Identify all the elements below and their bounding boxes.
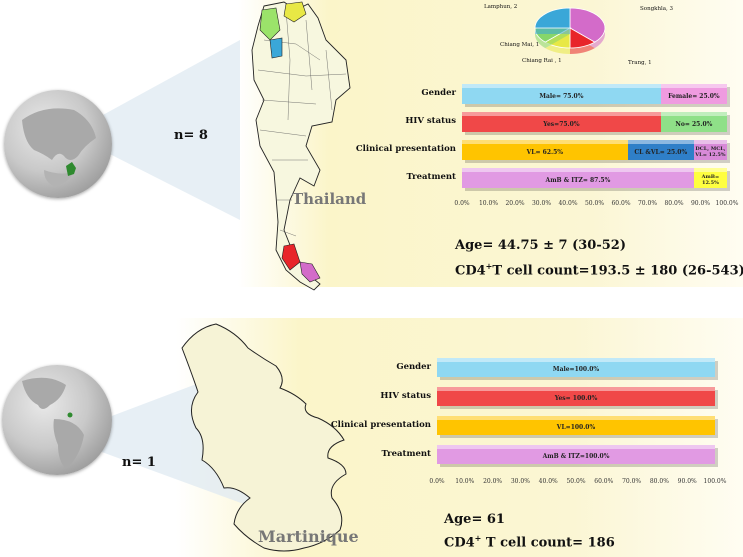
x-tick-label: 60.0% <box>594 478 614 485</box>
pie-label-lamphun: Lamphun, 2 <box>484 4 518 10</box>
x-tick-label: 10.0% <box>455 478 475 485</box>
bar-segment-hiv-status-2: No= 25.0% <box>660 112 727 132</box>
x-tick-label: 70.0% <box>637 200 658 207</box>
bar-segment-hiv-status-1: Yes= 100.0% <box>437 387 715 406</box>
province-pie-chart <box>534 7 606 54</box>
x-tick-label: 30.0% <box>531 200 552 207</box>
x-tick-label: 50.0% <box>584 200 605 207</box>
category-label-treatment: Treatment <box>406 172 456 182</box>
pie-label-chiang-rai: Chiang Rai , 1 <box>522 58 562 64</box>
trang-region-icon <box>281 243 301 271</box>
pie-label-songkhla: Songkhla, 3 <box>640 6 674 12</box>
x-tick-label: 0.0% <box>429 478 445 485</box>
category-label-gender: Gender <box>421 88 456 98</box>
thailand-highlight-icon <box>66 162 76 176</box>
bar-segment-clinical-presentation-1: VL=100.0% <box>437 416 715 435</box>
thailand-connector <box>90 40 240 220</box>
x-tick-label: 20.0% <box>505 200 525 207</box>
x-tick-label: 20.0% <box>483 478 503 485</box>
x-tick-label: 90.0% <box>690 200 711 207</box>
martinique-map <box>181 323 347 552</box>
x-tick-label: 100.0% <box>715 200 739 207</box>
martinique-cd4: CD4+ T cell count= 186 <box>444 533 615 550</box>
lamphun-region-icon <box>269 37 283 59</box>
martinique-age: Age= 61 <box>444 512 505 527</box>
bar-segment-treatment-2: AmB= 12.5% <box>693 168 727 188</box>
category-label-clinical-presentation: Clinical presentation <box>355 144 456 154</box>
asia-landmass-icon <box>22 108 96 186</box>
americas-landmass-icon <box>22 377 84 469</box>
chiang-mai-region-icon <box>259 7 281 41</box>
bar-segment-clinical-presentation-1: VL= 62.5% <box>462 140 628 160</box>
thailand-cd4-prefix: CD4 <box>455 263 486 279</box>
x-tick-label: 60.0% <box>611 200 631 207</box>
thailand-globe <box>4 90 112 198</box>
thailand-cd4-sup: + <box>485 261 493 271</box>
category-label-hiv-status: HIV status <box>380 390 431 401</box>
bar-segment-clinical-presentation-3: DCL, MCL, VL= 12.5% <box>693 140 727 160</box>
thailand-bar-chart: Gender Male= 75.0% Female= 25.0% HIV status… <box>320 80 740 215</box>
x-tick-label: 70.0% <box>622 478 642 485</box>
thailand-age: Age= 44.75 ± 7 (30-52) <box>455 238 626 253</box>
martinique-bar-chart: Gender Male=100.0% HIV status Yes= 100.0% Cl… <box>300 350 740 495</box>
bar-segment-gender-2: Female= 25.0% <box>660 84 727 104</box>
martinique-cd4-sup: + <box>474 533 482 543</box>
pie-slice-songkhla-3 <box>569 7 606 43</box>
x-tick-label: 80.0% <box>649 478 669 485</box>
category-label-gender: Gender <box>396 361 431 372</box>
pie-label-trang: Trang, 1 <box>628 60 652 66</box>
x-tick-label: 100.0% <box>703 478 727 485</box>
thailand-n-label: n= 8 <box>174 128 208 143</box>
thailand-country-label: Thailand <box>292 190 367 208</box>
x-tick-label: 30.0% <box>510 478 530 485</box>
thailand-cd4-suffix: T cell count=193.5 ± 180 (26-543) <box>492 263 743 279</box>
martinique-cd4-prefix: CD4 <box>444 535 475 551</box>
bar-segment-gender-1: Male=100.0% <box>437 358 715 377</box>
martinique-country-label: Martinique <box>258 527 359 546</box>
bar-segment-treatment-1: AmB & ITZ=100.0% <box>437 445 715 464</box>
pie-slice-lamphun-2 <box>534 7 571 29</box>
thailand-cd4: CD4+T cell count=193.5 ± 180 (26-543) <box>455 261 743 278</box>
x-tick-label: 90.0% <box>677 478 697 485</box>
martinique-globe <box>2 365 112 475</box>
bar-segment-treatment-1: AmB & ITZ= 87.5% <box>462 168 694 188</box>
bar-segment-clinical-presentation-2: CL &VL= 25.0% <box>627 140 694 160</box>
category-label-hiv-status: HIV status <box>405 116 456 126</box>
x-tick-label: 0.0% <box>454 200 470 207</box>
martinique-n-label: n= 1 <box>122 455 156 470</box>
bar-segment-hiv-status-1: Yes=75.0% <box>462 112 661 132</box>
chiang-rai-region-icon <box>283 1 307 23</box>
x-tick-label: 80.0% <box>664 200 684 207</box>
x-tick-label: 10.0% <box>478 200 499 207</box>
bar-segment-gender-1: Male= 75.0% <box>462 84 661 104</box>
x-tick-label: 40.0% <box>558 200 578 207</box>
thailand-map <box>251 1 351 291</box>
category-label-clinical-presentation: Clinical presentation <box>330 419 431 430</box>
x-tick-label: 50.0% <box>566 478 586 485</box>
songkhla-region-icon <box>299 261 321 283</box>
martinique-cd4-suffix: T cell count= 186 <box>481 535 615 551</box>
martinique-highlight-icon <box>67 412 73 418</box>
x-tick-label: 40.0% <box>538 478 558 485</box>
category-label-treatment: Treatment <box>381 448 431 459</box>
pie-label-chiang-mai: Chiang Mai, 1 <box>500 42 540 48</box>
